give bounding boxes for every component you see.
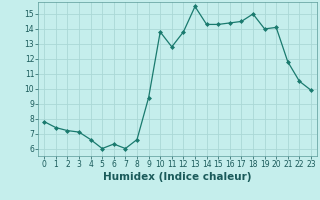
X-axis label: Humidex (Indice chaleur): Humidex (Indice chaleur): [103, 172, 252, 182]
